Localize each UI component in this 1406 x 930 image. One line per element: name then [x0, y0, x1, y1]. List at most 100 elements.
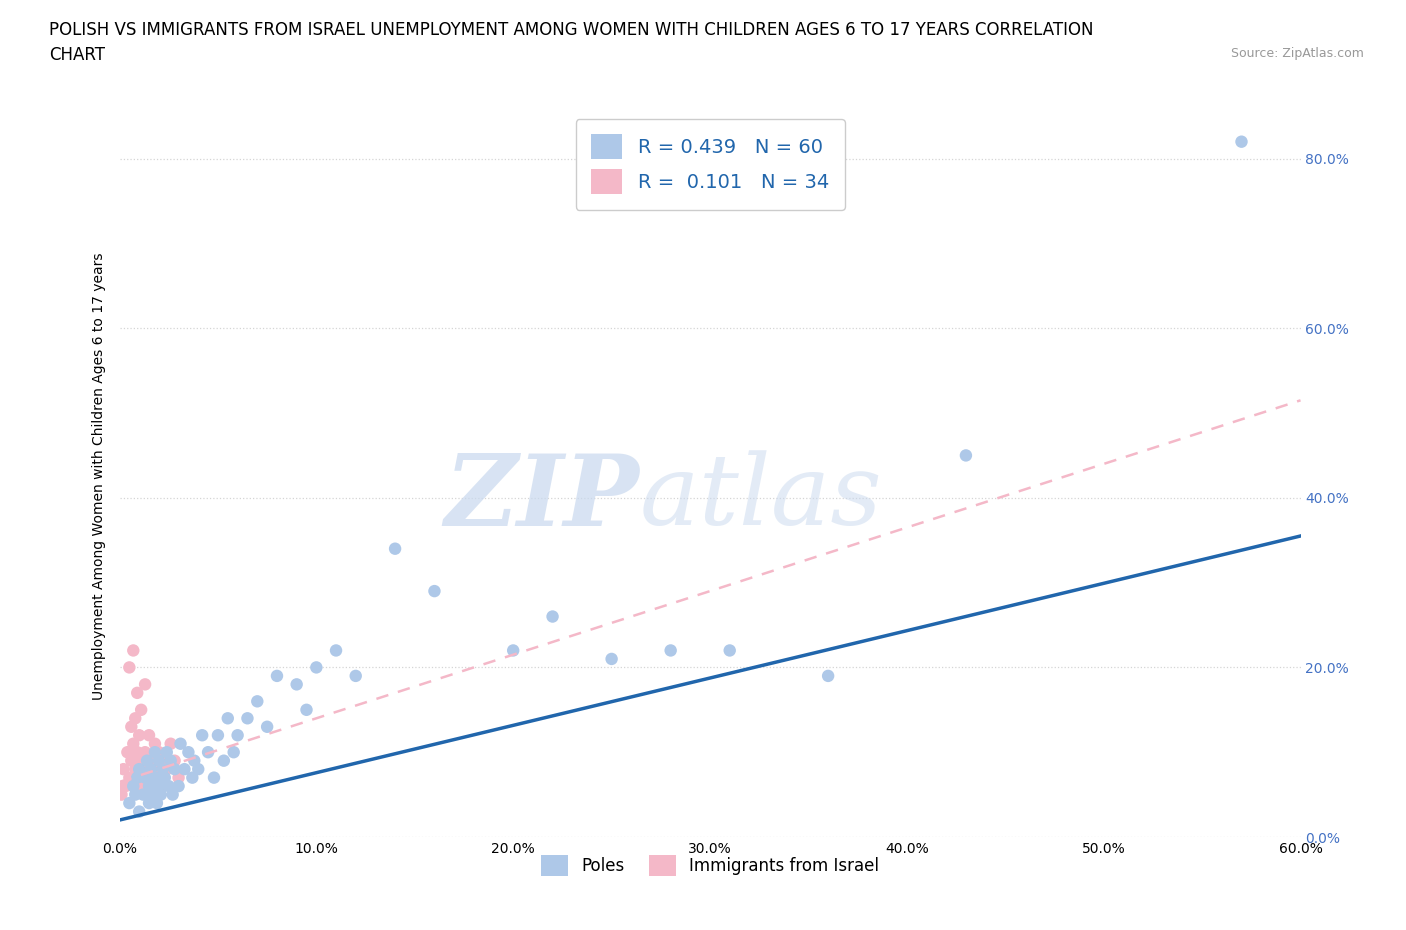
Point	[152, 762, 174, 777]
Point	[122, 778, 145, 793]
Point	[817, 669, 839, 684]
Point	[197, 745, 219, 760]
Point	[136, 762, 159, 777]
Legend: Poles, Immigrants from Israel: Poles, Immigrants from Israel	[534, 848, 886, 883]
Point	[129, 702, 152, 717]
Point	[256, 719, 278, 734]
Point	[157, 778, 180, 793]
Point	[266, 669, 288, 684]
Point	[149, 778, 172, 793]
Point	[148, 753, 170, 768]
Point	[138, 778, 160, 793]
Point	[122, 737, 145, 751]
Point	[139, 753, 162, 768]
Point	[955, 448, 977, 463]
Point	[134, 677, 156, 692]
Point	[202, 770, 225, 785]
Point	[207, 728, 229, 743]
Point	[212, 753, 235, 768]
Point	[183, 753, 205, 768]
Point	[112, 762, 135, 777]
Text: ZIP: ZIP	[444, 450, 640, 547]
Point	[187, 762, 209, 777]
Point	[246, 694, 269, 709]
Point	[132, 787, 155, 802]
Point	[146, 762, 169, 777]
Point	[148, 745, 170, 760]
Y-axis label: Unemployment Among Women with Children Ages 6 to 17 years: Unemployment Among Women with Children A…	[93, 253, 107, 700]
Point	[222, 745, 245, 760]
Point	[148, 778, 170, 793]
Point	[134, 745, 156, 760]
Point	[236, 711, 259, 725]
Point	[162, 787, 184, 802]
Point	[118, 796, 141, 811]
Point	[122, 643, 145, 658]
Point	[156, 745, 179, 760]
Point	[159, 737, 181, 751]
Point	[384, 541, 406, 556]
Text: Source: ZipAtlas.com: Source: ZipAtlas.com	[1230, 46, 1364, 60]
Point	[163, 762, 186, 777]
Point	[128, 770, 150, 785]
Point	[128, 804, 150, 819]
Point	[142, 787, 165, 802]
Point	[149, 787, 172, 802]
Point	[122, 778, 145, 793]
Point	[226, 728, 249, 743]
Point	[117, 745, 139, 760]
Point	[305, 660, 328, 675]
Point	[134, 770, 156, 785]
Text: POLISH VS IMMIGRANTS FROM ISRAEL UNEMPLOYMENT AMONG WOMEN WITH CHILDREN AGES 6 T: POLISH VS IMMIGRANTS FROM ISRAEL UNEMPLO…	[49, 21, 1094, 39]
Point	[423, 584, 446, 599]
Text: CHART: CHART	[49, 46, 105, 64]
Point	[118, 660, 141, 675]
Point	[177, 745, 200, 760]
Point	[1230, 134, 1253, 149]
Point	[143, 770, 166, 785]
Text: atlas: atlas	[640, 451, 882, 546]
Point	[344, 669, 367, 684]
Point	[138, 728, 160, 743]
Point	[285, 677, 308, 692]
Point	[138, 787, 160, 802]
Point	[120, 719, 142, 734]
Point	[136, 753, 159, 768]
Point	[541, 609, 564, 624]
Point	[659, 643, 682, 658]
Point	[325, 643, 347, 658]
Point	[191, 728, 214, 743]
Point	[167, 778, 190, 793]
Point	[295, 702, 318, 717]
Point	[143, 737, 166, 751]
Point	[163, 753, 186, 768]
Point	[127, 745, 149, 760]
Point	[128, 728, 150, 743]
Point	[124, 762, 146, 777]
Point	[138, 796, 160, 811]
Point	[153, 770, 176, 785]
Point	[217, 711, 239, 725]
Point	[118, 770, 141, 785]
Point	[173, 762, 195, 777]
Point	[167, 770, 190, 785]
Point	[156, 762, 179, 777]
Point	[181, 770, 204, 785]
Point	[132, 778, 155, 793]
Point	[128, 762, 150, 777]
Point	[124, 711, 146, 725]
Point	[143, 745, 166, 760]
Point	[127, 685, 149, 700]
Point	[139, 762, 162, 777]
Point	[718, 643, 741, 658]
Point	[124, 787, 146, 802]
Point	[129, 753, 152, 768]
Point	[120, 753, 142, 768]
Point	[146, 796, 169, 811]
Point	[152, 753, 174, 768]
Point	[600, 652, 623, 667]
Point	[169, 737, 191, 751]
Point	[142, 770, 165, 785]
Point	[127, 770, 149, 785]
Point	[159, 753, 181, 768]
